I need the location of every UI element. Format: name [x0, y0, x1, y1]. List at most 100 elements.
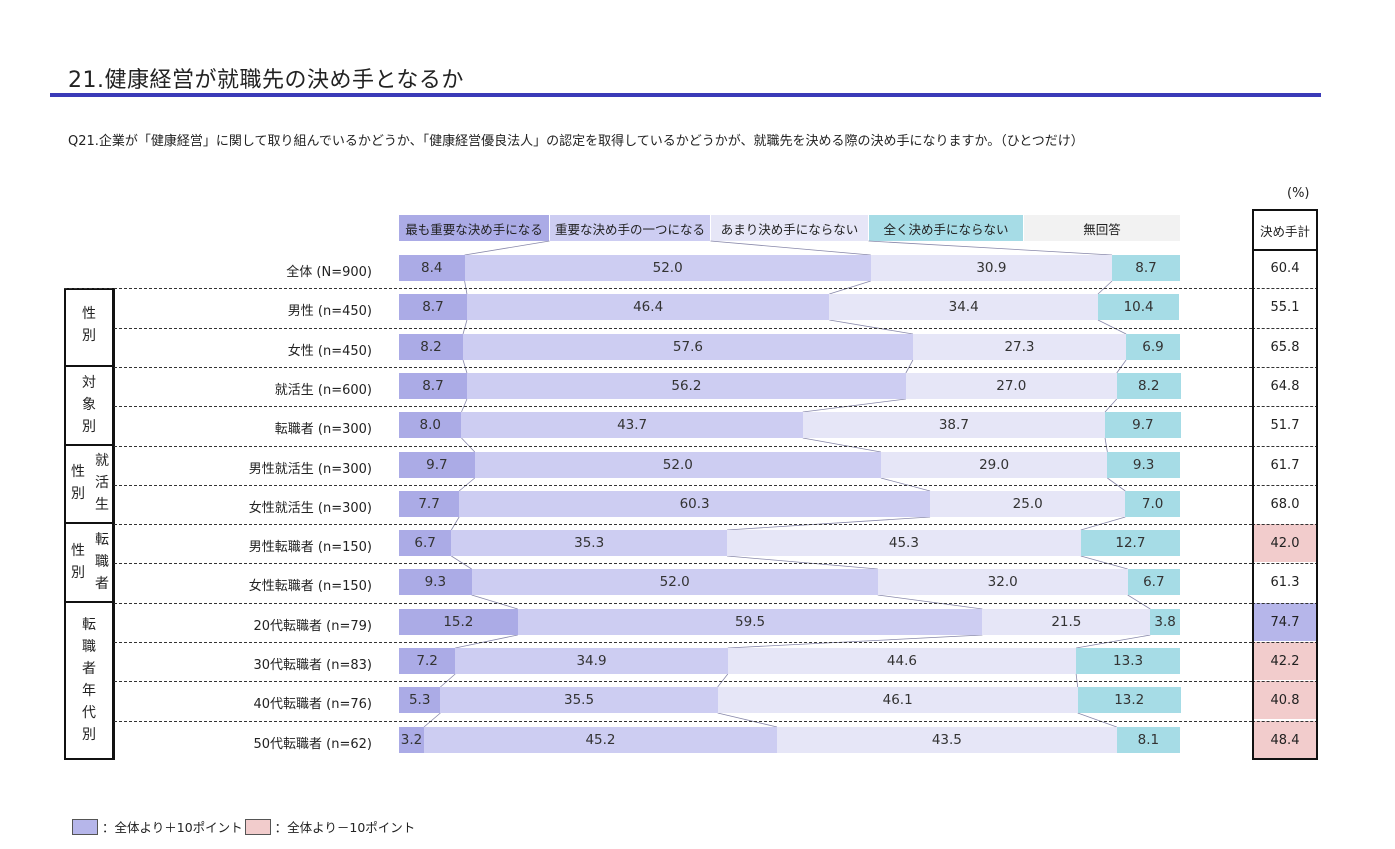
connector-line	[464, 240, 550, 256]
group-label-gender-a-text: 性別	[71, 464, 85, 502]
row-label: 50代転職者 (n=62)	[253, 737, 373, 752]
bar-segment: 8.7	[399, 294, 467, 320]
bar-segment: 13.3	[1076, 648, 1180, 674]
group-label-target: 対象別	[78, 372, 100, 438]
bar-segment: 34.4	[829, 294, 1098, 320]
row-label: 就活生 (n=600)	[274, 383, 372, 398]
row-separator	[114, 485, 1252, 486]
row-separator	[114, 446, 1252, 447]
connector-line	[464, 280, 468, 295]
row-separator	[114, 367, 1252, 368]
bar-segment: 56.2	[466, 373, 906, 399]
connector-line	[726, 555, 878, 570]
connector-line	[1127, 594, 1151, 610]
connector-line	[1097, 319, 1127, 335]
connector-line	[440, 673, 456, 688]
kettei-value: 61.3	[1252, 563, 1318, 601]
connector-line	[1104, 437, 1108, 453]
group-label-changer-d: 転職者	[92, 529, 112, 595]
bar-segment: 6.7	[1127, 569, 1180, 595]
bar-segment: 21.5	[982, 609, 1151, 635]
group-label-age-text: 転職者年代別	[82, 617, 96, 743]
connector-line	[1076, 634, 1151, 649]
connector-line	[829, 280, 871, 295]
question-text: Q21.企業が「健康経営」に関して取り組んでいるかどうか、「健康経営優良法人」の…	[68, 134, 1084, 149]
connector-line	[461, 398, 468, 413]
connector-line	[880, 477, 931, 492]
connector-line	[461, 437, 476, 453]
connector-line	[877, 594, 983, 610]
connector-line	[462, 319, 468, 335]
kettei-value: 60.4	[1270, 260, 1300, 276]
row-separator	[114, 406, 1252, 407]
connector-line	[829, 319, 913, 335]
bar-segment: 5.3	[399, 687, 441, 713]
bar-segment: 29.0	[880, 452, 1108, 478]
bar-segment: 8.2	[1116, 373, 1181, 399]
bar-segment: 8.7	[399, 373, 467, 399]
group-label-gender-c: 性別	[68, 540, 88, 584]
title-underline	[50, 93, 1321, 97]
bar-segment: 45.2	[423, 727, 777, 753]
kettei-value: 48.4	[1252, 721, 1318, 759]
row-label: 40代転職者 (n=76)	[253, 697, 373, 712]
row-label: 男性 (n=450)	[287, 304, 372, 319]
bar-segment: 9.3	[399, 569, 472, 595]
connector-line	[710, 240, 871, 256]
kettei-value: 74.7	[1252, 603, 1318, 641]
bar-segment: 57.6	[463, 334, 913, 360]
row-label: 女性転職者 (n=150)	[248, 579, 372, 594]
bar-segment: 43.5	[777, 727, 1117, 753]
connector-line	[727, 634, 983, 649]
group-label-jobhunter-b: 就活生	[92, 450, 112, 516]
connector-line	[423, 712, 441, 728]
kettei-value: 68.0	[1252, 485, 1318, 523]
bar-segment: 8.0	[399, 412, 462, 438]
bar-segment: 30.9	[870, 255, 1113, 281]
legend-most-important: 最も重要な決め手になる	[399, 215, 549, 241]
bar-segment: 25.0	[930, 491, 1126, 517]
connector-line	[1080, 516, 1126, 531]
overall-separator	[64, 288, 1252, 289]
group-label-target-text: 対象別	[82, 375, 96, 435]
bar-segment: 27.3	[912, 334, 1127, 360]
row-separator	[114, 524, 1252, 525]
row-separator	[114, 563, 1252, 564]
bar-segment: 44.6	[727, 648, 1077, 674]
row-label: 男性転職者 (n=150)	[248, 540, 372, 555]
unit-label: (%)	[1287, 186, 1310, 201]
kettei-value: 65.8	[1252, 328, 1318, 366]
bar-segment: 12.7	[1080, 530, 1180, 556]
bar-segment: 32.0	[877, 569, 1128, 595]
group-label-gender-text: 性別	[82, 306, 96, 344]
bar-segment: 6.9	[1126, 334, 1180, 360]
bar-segment: 9.7	[1105, 412, 1181, 438]
legend-not-much: あまり決め手にならない	[711, 215, 868, 241]
group-separator-3	[64, 522, 114, 524]
bar-segment: 7.7	[399, 491, 460, 517]
row-label: 20代転職者 (n=79)	[253, 619, 373, 634]
kettei-value: 55.1	[1252, 288, 1318, 326]
connector-line	[462, 359, 468, 374]
row-label: 転職者 (n=300)	[274, 422, 372, 437]
connector-line	[451, 555, 472, 570]
plus-label: ：全体より＋10ポイント	[102, 820, 243, 835]
bar-segment: 35.3	[451, 530, 727, 556]
connector-line	[450, 516, 460, 531]
group-separator-4	[64, 601, 114, 603]
kettei-value: 42.2	[1252, 642, 1318, 680]
connector-line	[1075, 673, 1079, 688]
connector-line	[458, 477, 476, 492]
connector-line	[1107, 477, 1126, 492]
group-label-gender-c-text: 性別	[71, 543, 85, 581]
minus-label: ：全体より－10ポイント	[274, 820, 416, 835]
bar-segment: 46.4	[466, 294, 830, 320]
bar-segment: 35.5	[440, 687, 718, 713]
bar-segment: 52.0	[474, 452, 881, 478]
group-separator-2	[64, 444, 114, 446]
bar-segment: 34.9	[455, 648, 728, 674]
bar-segment: 8.7	[1112, 255, 1180, 281]
connector-line	[802, 398, 906, 413]
bar-segment: 46.1	[717, 687, 1078, 713]
